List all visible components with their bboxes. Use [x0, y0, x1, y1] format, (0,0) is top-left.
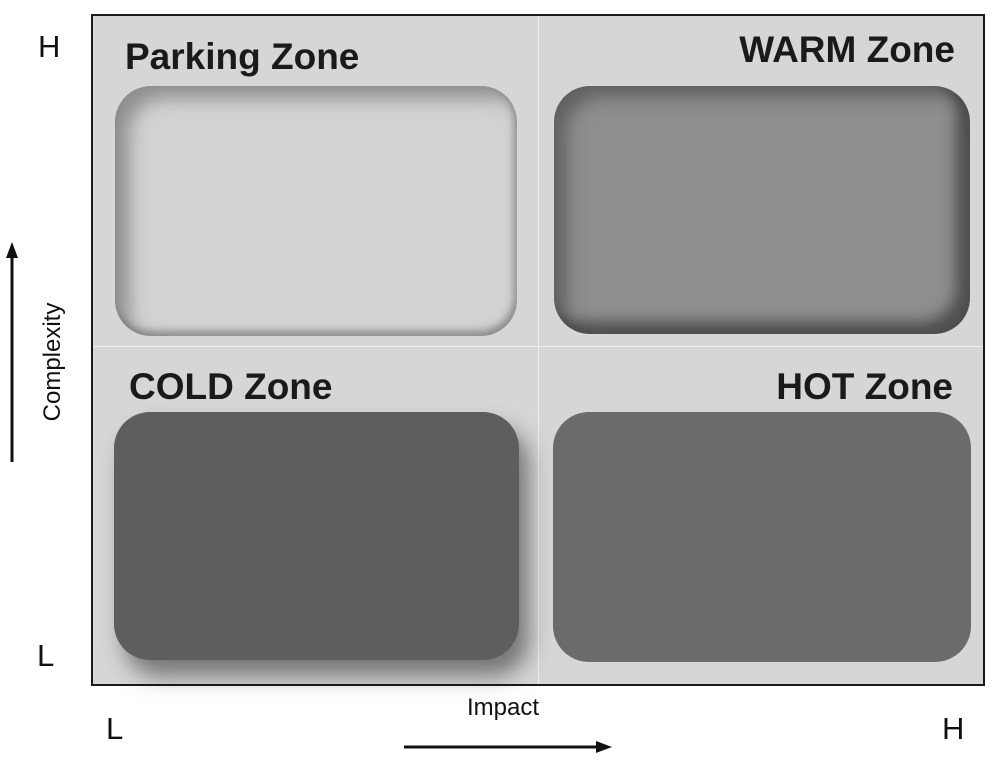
y-axis-high-label: H — [38, 29, 61, 64]
parking-zone-box — [115, 86, 517, 336]
hot-zone-title: HOT Zone — [776, 366, 953, 407]
horizontal-divider — [93, 346, 983, 347]
warm-zone-box — [554, 86, 970, 334]
x-axis-arrow-icon — [404, 741, 612, 753]
hot-zone-box — [553, 412, 971, 662]
warm-zone-title: WARM Zone — [739, 29, 955, 70]
parking-zone-title: Parking Zone — [125, 36, 360, 77]
cold-zone-title: COLD Zone — [129, 366, 333, 407]
y-axis-arrow-icon — [6, 242, 18, 462]
cold-zone-box — [114, 412, 519, 660]
y-axis-label: Complexity — [39, 302, 66, 422]
quadrant-matrix: Parking Zone WARM Zone COLD Zone HOT Zon… — [91, 14, 985, 686]
y-axis-low-label: L — [37, 638, 55, 673]
x-axis-label: Impact — [467, 694, 540, 721]
vertical-divider — [538, 16, 539, 684]
x-axis-low-label: L — [106, 711, 124, 746]
x-axis-high-label: H — [942, 711, 965, 746]
